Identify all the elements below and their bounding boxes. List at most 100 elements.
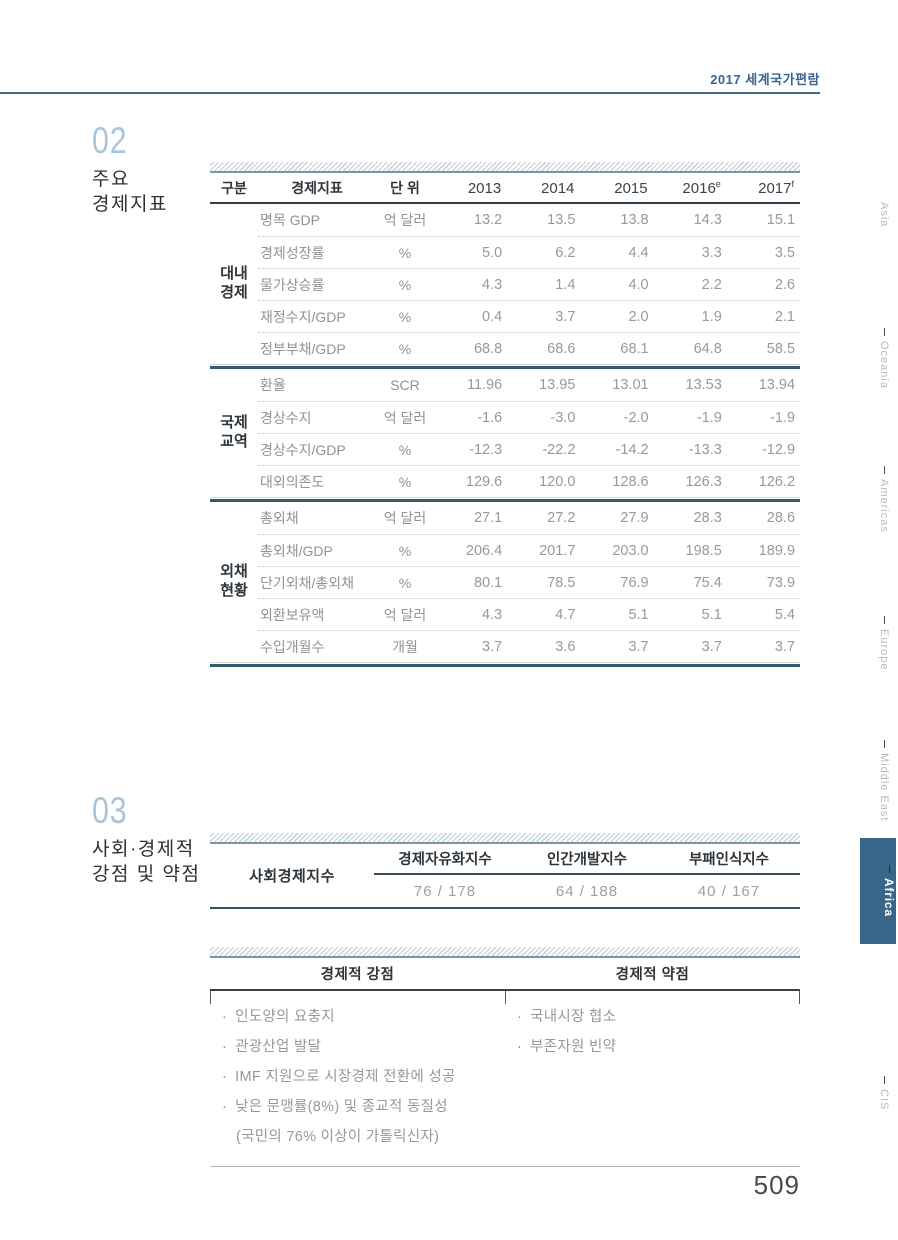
indicator-label: 외환보유액 bbox=[260, 606, 325, 623]
eco-table-row: 재정수지/GDP % 0.4 3.7 2.0 1.9 2.1 bbox=[258, 300, 800, 332]
eco-table-header-row: 구분 경제지표 단 위 2013 2014 2015 2016e 2017f bbox=[210, 173, 800, 204]
value-cell: 189.9 bbox=[758, 542, 796, 559]
bullet-marker: · bbox=[517, 1009, 523, 1025]
value-cell: 3.5 bbox=[774, 244, 796, 261]
value-cell: -1.9 bbox=[770, 409, 796, 426]
eco-table-row: 대외의존도 % 129.6 120.0 128.6 126.3 126.2 bbox=[258, 465, 800, 497]
index-header-row: 경제자유화지수 인간개발지수 부패인식지수 bbox=[374, 844, 800, 875]
unit-cell: % bbox=[398, 244, 412, 261]
hatch-band bbox=[210, 833, 800, 844]
eco-table-row: 수입개월수 개월 3.7 3.6 3.7 3.7 3.7 bbox=[258, 630, 800, 662]
value-cell: 2.6 bbox=[774, 276, 796, 293]
value-cell: 28.3 bbox=[693, 510, 722, 526]
page-number: 509 bbox=[753, 1170, 800, 1200]
unit-cell: % bbox=[398, 340, 412, 357]
value-cell: 27.2 bbox=[547, 510, 576, 526]
book-title: 2017 세계국가편람 bbox=[710, 72, 820, 87]
indicator-label: 경상수지 bbox=[260, 409, 312, 426]
unit-cell: % bbox=[398, 473, 412, 490]
eco-table-row: 외환보유액 억 달러 4.3 4.7 5.1 5.1 5.4 bbox=[258, 598, 800, 630]
value-cell: 120.0 bbox=[539, 473, 576, 490]
unit-cell: % bbox=[398, 441, 412, 458]
value-cell: 13.95 bbox=[539, 377, 576, 393]
eco-group-label: 국제 교역 bbox=[220, 414, 248, 450]
indicator-label: 명목 GDP bbox=[260, 212, 320, 228]
eco-table-row: 경상수지/GDP % -12.3 -22.2 -14.2 -13.3 -12.9 bbox=[258, 433, 800, 465]
value-cell: 3.7 bbox=[701, 638, 722, 655]
value-cell: 3.7 bbox=[628, 638, 649, 655]
value-cell: 2.1 bbox=[774, 308, 796, 325]
column-divider-tick bbox=[210, 991, 211, 1004]
value-cell: 13.01 bbox=[612, 377, 649, 393]
value-cell: 5.1 bbox=[628, 606, 649, 623]
indicator-label: 환율 bbox=[260, 377, 286, 393]
unit-cell: SCR bbox=[390, 377, 420, 393]
value-cell: 1.4 bbox=[555, 276, 576, 293]
eco-group-divider bbox=[210, 662, 800, 667]
value-cell: 15.1 bbox=[766, 212, 796, 228]
hatch-band bbox=[210, 947, 800, 958]
value-cell: 6.2 bbox=[555, 244, 576, 261]
column-header-unit: 단 위 bbox=[390, 179, 420, 196]
value-cell: 13.8 bbox=[620, 212, 649, 228]
indicator-label: 단기외채/총외채 bbox=[260, 574, 355, 591]
indicator-label: 총외채 bbox=[260, 510, 299, 526]
value-cell: 76.9 bbox=[620, 574, 649, 591]
value-cell: 64.8 bbox=[693, 340, 722, 357]
unit-cell: % bbox=[398, 308, 412, 325]
socio-economic-index-table: 사회경제지수 경제자유화지수 인간개발지수 부패인식지수 76 / 178 64… bbox=[210, 833, 800, 909]
value-cell: 2.0 bbox=[628, 308, 649, 325]
eco-table-row: 환율 SCR 11.96 13.95 13.01 13.53 13.94 bbox=[258, 369, 800, 401]
value-cell: -12.3 bbox=[469, 441, 503, 458]
economic-indicators-table: 구분 경제지표 단 위 2013 2014 2015 2016e 2017f 대… bbox=[210, 162, 800, 667]
value-cell: 5.4 bbox=[774, 606, 796, 623]
bullet-marker: · bbox=[222, 1099, 228, 1115]
value-cell: 75.4 bbox=[693, 574, 722, 591]
section-title-line: 강점 및 약점 bbox=[92, 864, 201, 886]
column-header-indicator: 경제지표 bbox=[291, 179, 343, 196]
value-cell: 203.0 bbox=[612, 542, 649, 559]
section-02-label: 02 주요 경제지표 bbox=[92, 120, 168, 217]
value-cell: 206.4 bbox=[465, 542, 503, 559]
region-tab-europe: Europe bbox=[878, 616, 890, 670]
unit-cell: % bbox=[398, 574, 412, 591]
region-tick bbox=[883, 328, 885, 336]
index-column-header: 부패인식지수 bbox=[688, 852, 769, 868]
section-title-line: 주요 bbox=[92, 169, 130, 190]
index-value-row: 76 / 178 64 / 188 40 / 167 bbox=[374, 875, 800, 907]
value-cell: 14.3 bbox=[693, 212, 722, 228]
eco-table-group: 외채 현황 총외채 억 달러 27.1 27.2 27.9 28.3 28.6 총… bbox=[210, 502, 800, 662]
bullet-marker: · bbox=[517, 1039, 523, 1055]
eco-table-row: 물가상승률 % 4.3 1.4 4.0 2.2 2.6 bbox=[258, 268, 800, 300]
value-cell: 5.1 bbox=[701, 606, 722, 623]
region-tab-label: Europe bbox=[878, 629, 890, 671]
region-tab-asia: Asia bbox=[878, 202, 890, 227]
unit-cell: % bbox=[398, 276, 412, 293]
sw-header-row: 경제적 강점 경제적 약점 bbox=[210, 958, 800, 991]
index-row-label: 사회경제지수 bbox=[249, 868, 335, 885]
value-cell: 128.6 bbox=[612, 473, 649, 490]
region-tab-label: CIS bbox=[878, 1089, 890, 1111]
value-cell: 1.9 bbox=[701, 308, 722, 325]
column-header-group: 구분 bbox=[221, 179, 247, 196]
value-cell: 78.5 bbox=[547, 574, 576, 591]
unit-cell: 억 달러 bbox=[383, 212, 427, 228]
bullet-marker: · bbox=[222, 1009, 228, 1025]
index-value: 76 / 178 bbox=[413, 882, 477, 900]
region-tab-middle-east: Middle East bbox=[878, 740, 890, 821]
value-cell: 2.2 bbox=[701, 276, 722, 293]
value-cell: 68.8 bbox=[473, 340, 503, 357]
eco-table-row: 총외채 억 달러 27.1 27.2 27.9 28.3 28.6 bbox=[258, 502, 800, 534]
bullet-marker: · bbox=[222, 1039, 228, 1055]
unit-cell: 억 달러 bbox=[383, 606, 427, 623]
region-tab-label: Middle East bbox=[878, 753, 890, 822]
eco-group-label: 대내 경제 bbox=[220, 265, 248, 301]
column-header-year: 2016e bbox=[682, 178, 721, 197]
eco-group-rows: 총외채 억 달러 27.1 27.2 27.9 28.3 28.6 총외채/GD… bbox=[258, 502, 800, 662]
value-cell: 13.53 bbox=[685, 377, 722, 393]
weaknesses-header: 경제적 약점 bbox=[615, 967, 690, 983]
eco-table-row: 총외채/GDP % 206.4 201.7 203.0 198.5 189.9 bbox=[258, 534, 800, 566]
value-cell: 4.7 bbox=[555, 606, 576, 623]
sw-item-text: 인도양의 요충지 bbox=[235, 1009, 335, 1025]
value-cell: 3.7 bbox=[555, 308, 576, 325]
